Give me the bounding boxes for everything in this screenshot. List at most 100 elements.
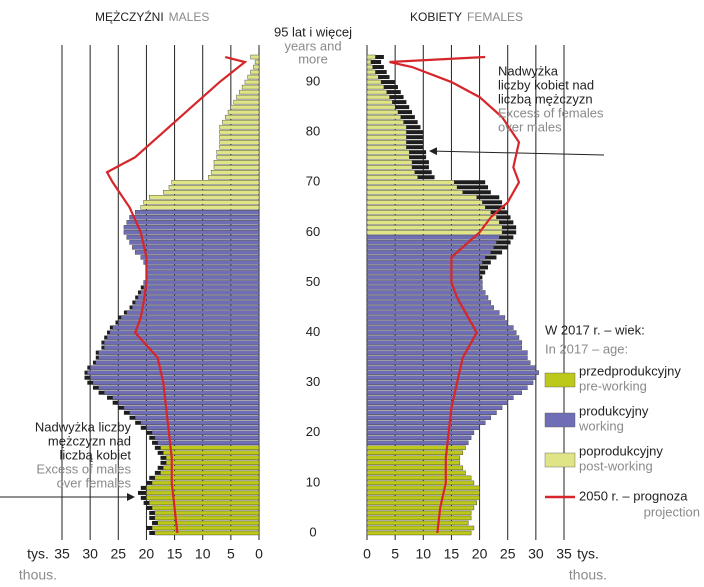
- bar: [109, 330, 260, 335]
- bar: [366, 390, 522, 395]
- age-top-label-en: years and: [284, 38, 341, 53]
- bar: [146, 485, 260, 491]
- bar: [366, 350, 528, 355]
- age-tick-label: 10: [306, 474, 320, 489]
- bar: [123, 225, 260, 230]
- bar: [171, 180, 260, 185]
- bar: [140, 420, 260, 425]
- bar: [126, 220, 260, 225]
- bar: [216, 150, 260, 155]
- x-tick-label: 30: [528, 546, 544, 562]
- bar: [146, 495, 260, 501]
- excess-bar: [112, 400, 119, 405]
- excess-bar: [414, 170, 432, 175]
- bar: [366, 445, 466, 451]
- x-tick-label: 0: [363, 546, 371, 562]
- bar: [89, 375, 260, 380]
- excess-bar: [107, 395, 113, 400]
- bar: [366, 345, 522, 350]
- x-unit: tys.: [27, 546, 49, 562]
- bar: [129, 410, 260, 415]
- bar: [366, 190, 463, 195]
- excess-bar: [403, 120, 418, 125]
- bar: [366, 375, 537, 380]
- bar: [160, 470, 260, 476]
- bar: [95, 360, 260, 365]
- excess-bar: [149, 515, 155, 520]
- legend-swatch: [544, 412, 576, 428]
- bar: [366, 410, 497, 415]
- bar: [154, 510, 260, 516]
- bar: [123, 405, 260, 410]
- bar: [366, 155, 410, 160]
- x-unit: tys.: [577, 546, 599, 562]
- bar: [366, 160, 413, 165]
- excess-bar: [98, 390, 105, 395]
- bar: [146, 265, 260, 270]
- excess-bar: [104, 335, 108, 340]
- age-tick-label: 90: [306, 73, 320, 88]
- excess-bar: [392, 100, 407, 105]
- bar: [366, 450, 463, 456]
- bar: [137, 295, 260, 300]
- bar: [366, 460, 461, 466]
- x-tick-label: 25: [500, 546, 516, 562]
- projection-line: [389, 55, 521, 534]
- bar: [151, 480, 260, 486]
- bar: [104, 340, 260, 345]
- bar: [366, 300, 492, 305]
- excess-bar: [160, 460, 167, 465]
- bar: [92, 380, 260, 385]
- excess-bar: [499, 220, 514, 225]
- bar: [366, 260, 483, 265]
- excess-bar: [146, 525, 153, 530]
- panel-title-en: FEMALES: [467, 10, 523, 24]
- panel-title: KOBIETY FEMALES: [410, 10, 523, 24]
- age-tick-label: 0: [309, 524, 316, 539]
- x-tick-label: 10: [415, 546, 431, 562]
- bar: [366, 89, 387, 95]
- excess-bar: [132, 300, 136, 305]
- bar: [129, 240, 260, 245]
- bar: [366, 225, 503, 230]
- bar: [366, 280, 483, 285]
- excess-bar: [101, 340, 105, 345]
- annotation: mężczyzn nad: [48, 433, 131, 448]
- excess-bar: [140, 495, 147, 500]
- excess-bar: [417, 175, 435, 180]
- bar: [168, 185, 260, 190]
- bar: [366, 64, 373, 70]
- bar: [154, 475, 260, 481]
- bar: [366, 530, 472, 536]
- x-tick-label: 15: [167, 546, 183, 562]
- excess-bar: [406, 145, 424, 150]
- bar: [143, 285, 260, 290]
- excess-bar: [378, 75, 390, 80]
- bar: [366, 195, 477, 200]
- bar: [366, 455, 461, 461]
- excess-bar: [146, 430, 153, 435]
- bar: [151, 505, 260, 511]
- bar: [366, 370, 539, 375]
- x-tick-label: 5: [227, 546, 235, 562]
- bar: [366, 295, 489, 300]
- bar: [210, 170, 260, 175]
- bar: [366, 84, 385, 90]
- bar: [366, 470, 466, 476]
- bar: [118, 400, 260, 405]
- bar: [165, 460, 260, 466]
- bar: [366, 305, 494, 310]
- legend-swatch: [544, 372, 576, 388]
- annotation: liczbą mężczyzn: [498, 91, 593, 106]
- x-tick-label: 35: [54, 546, 70, 562]
- bar: [87, 370, 260, 375]
- bar: [366, 104, 396, 110]
- excess-bar: [149, 435, 155, 440]
- grid: [61, 45, 565, 540]
- excess-bar: [87, 380, 93, 385]
- excess-bar: [406, 140, 424, 145]
- annotation: Nadwyżka: [498, 63, 559, 78]
- bar: [366, 285, 483, 290]
- excess-bar: [87, 365, 91, 370]
- excess-bar: [146, 505, 153, 510]
